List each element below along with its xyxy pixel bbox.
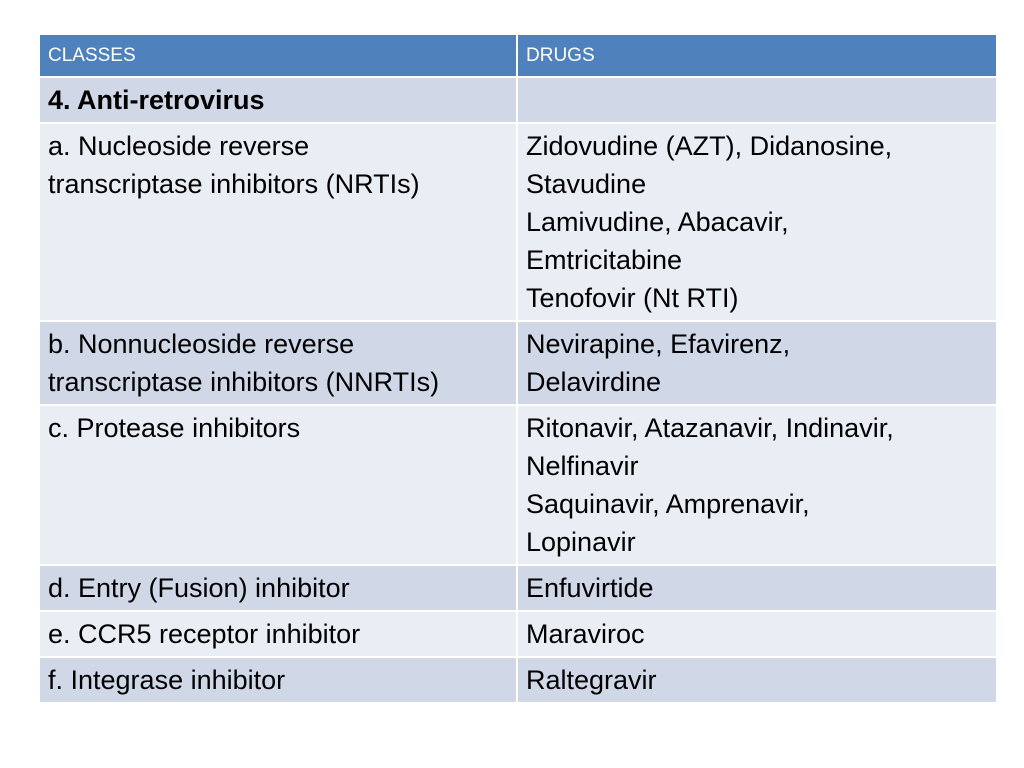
drug-classes-table: CLASSES DRUGS 4. Anti-retrovirus a. Nucl… [38, 33, 998, 704]
class-cell: e. CCR5 receptor inhibitor [38, 610, 518, 658]
table-row: d. Entry (Fusion) inhibitor Enfuvirtide [38, 564, 998, 612]
class-cell: b. Nonnucleoside reverse transcriptase i… [38, 320, 518, 406]
table-row: e. CCR5 receptor inhibitor Maraviroc [38, 610, 998, 658]
class-line: c. Protease inhibitors [48, 413, 301, 443]
table-row: a. Nucleoside reverse transcriptase inhi… [38, 122, 998, 322]
drugs-cell: Raltegravir [516, 656, 998, 704]
drug-line: Delavirdine [526, 367, 662, 397]
drug-line: Maraviroc [526, 619, 645, 649]
class-line: a. Nucleoside reverse [48, 131, 310, 161]
drugs-cell: Enfuvirtide [516, 564, 998, 612]
drug-line: Nelfinavir [526, 451, 639, 481]
drug-line: Lopinavir [526, 527, 636, 557]
table-row: f. Integrase inhibitor Raltegravir [38, 656, 998, 704]
drug-line: Saquinavir, Amprenavir, [526, 489, 810, 519]
table-row: b. Nonnucleoside reverse transcriptase i… [38, 320, 998, 406]
drug-line: Stavudine [526, 169, 647, 199]
header-drugs: DRUGS [516, 33, 998, 78]
class-line: transcriptase inhibitors (NNRTIs) [48, 367, 440, 397]
drug-line: Tenofovir (Nt RTI) [526, 283, 739, 313]
class-cell: c. Protease inhibitors [38, 404, 518, 566]
header-classes: CLASSES [38, 33, 518, 78]
class-cell: f. Integrase inhibitor [38, 656, 518, 704]
section-title: 4. Anti-retrovirus [38, 76, 518, 124]
class-cell: d. Entry (Fusion) inhibitor [38, 564, 518, 612]
drug-line: Lamivudine, Abacavir, [526, 207, 789, 237]
drugs-cell: Nevirapine, Efavirenz, Delavirdine [516, 320, 998, 406]
drug-line: Emtricitabine [526, 245, 683, 275]
class-line: d. Entry (Fusion) inhibitor [48, 573, 350, 603]
class-cell: a. Nucleoside reverse transcriptase inhi… [38, 122, 518, 322]
section-drugs-cell [516, 76, 998, 124]
class-line: f. Integrase inhibitor [48, 665, 286, 695]
drug-line: Raltegravir [526, 665, 657, 695]
table-row: c. Protease inhibitors Ritonavir, Atazan… [38, 404, 998, 566]
table-header-row: CLASSES DRUGS [38, 33, 998, 78]
drug-line: Ritonavir, Atazanavir, Indinavir, [526, 413, 894, 443]
drug-line: Zidovudine (AZT), Didanosine, [526, 131, 893, 161]
class-line: e. CCR5 receptor inhibitor [48, 619, 361, 649]
section-row: 4. Anti-retrovirus [38, 76, 998, 124]
drug-line: Enfuvirtide [526, 573, 654, 603]
drugs-cell: Zidovudine (AZT), Didanosine, Stavudine … [516, 122, 998, 322]
drugs-cell: Ritonavir, Atazanavir, Indinavir, Nelfin… [516, 404, 998, 566]
class-line: b. Nonnucleoside reverse [48, 329, 355, 359]
class-line: transcriptase inhibitors (NRTIs) [48, 169, 420, 199]
drugs-cell: Maraviroc [516, 610, 998, 658]
drug-line: Nevirapine, Efavirenz, [526, 329, 791, 359]
